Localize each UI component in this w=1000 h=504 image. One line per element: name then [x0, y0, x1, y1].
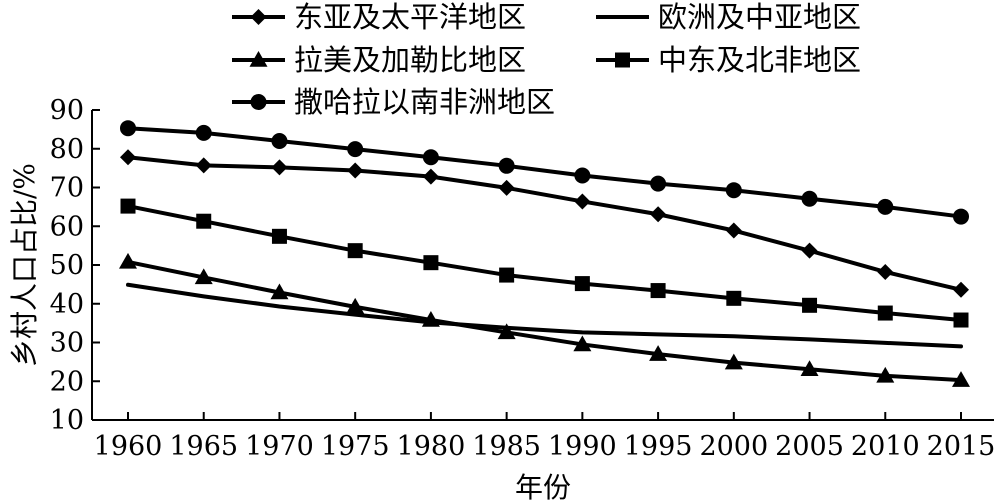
x-axis-title: 年份 [515, 471, 571, 504]
data-point [120, 198, 136, 214]
data-point [953, 208, 969, 225]
data-point [346, 297, 365, 314]
series-layer [119, 120, 970, 387]
data-point [802, 297, 818, 313]
legend-label: 欧洲及中亚地区 [658, 0, 861, 34]
data-point [271, 159, 288, 176]
data-point [119, 252, 137, 269]
series-east-asia-pacific [120, 149, 969, 298]
legend-label: 拉美及加勒比地区 [294, 43, 526, 77]
series-middle-east-north-africa [120, 198, 969, 328]
series-europe-central-asia [126, 282, 963, 349]
data-point [801, 242, 818, 259]
data-point [801, 190, 818, 207]
y-tick-label: 30 [50, 328, 84, 359]
x-tick-label: 2015 [927, 431, 996, 462]
data-point [574, 193, 591, 210]
series-line [126, 155, 963, 292]
series-sub-saharan-africa [120, 120, 969, 225]
series-line [126, 282, 963, 349]
data-point [347, 141, 364, 158]
x-tick-label: 2000 [699, 431, 768, 462]
data-point [877, 263, 894, 280]
data-point [499, 267, 515, 283]
data-point [498, 179, 515, 196]
y-tick-label: 10 [50, 405, 84, 436]
data-point [195, 157, 212, 174]
data-point [574, 167, 591, 184]
data-point [649, 345, 668, 361]
y-tick-label: 90 [50, 95, 84, 126]
legend-item-latin-america-caribbean: 拉美及加勒比地区 [232, 43, 526, 77]
data-point [650, 206, 667, 223]
data-point [650, 283, 666, 299]
data-point [270, 283, 289, 300]
data-point [800, 360, 819, 376]
y-tick-label: 40 [50, 289, 84, 320]
legend-marker [249, 51, 268, 67]
legend-label: 中东及北非地区 [658, 43, 861, 77]
y-axis-title: 乡村人口占比/% [8, 163, 41, 367]
data-point [423, 255, 439, 271]
series-line [126, 259, 963, 383]
data-point [196, 213, 212, 229]
data-point [347, 162, 364, 179]
legend-item-sub-saharan-africa: 撒哈拉以南非洲地区 [232, 85, 555, 119]
data-point [498, 157, 515, 174]
x-tick-label: 1965 [169, 431, 238, 462]
series-line [126, 204, 963, 323]
x-tick-label: 1960 [94, 431, 163, 462]
data-point [347, 243, 363, 259]
legend-label: 东亚及太平洋地区 [294, 0, 526, 34]
legend-marker [615, 52, 630, 68]
x-tick-label: 1990 [548, 431, 617, 462]
x-tick-label: 1970 [245, 431, 314, 462]
data-point [725, 182, 742, 199]
y-tick-label: 20 [50, 366, 84, 397]
data-point [877, 198, 894, 215]
y-tick-label: 70 [50, 173, 84, 204]
data-point [120, 120, 136, 137]
legend-marker [250, 9, 267, 25]
data-point [650, 175, 667, 192]
data-point [876, 366, 895, 383]
data-point [195, 124, 212, 141]
data-point [574, 276, 590, 292]
legend-marker [250, 94, 267, 110]
y-tick-label: 50 [50, 250, 84, 281]
x-tick-label: 2010 [851, 431, 920, 462]
data-point [724, 353, 743, 370]
data-point [421, 311, 440, 327]
data-point [953, 281, 969, 298]
x-tick-label: 1975 [321, 431, 390, 462]
data-point [952, 371, 970, 387]
data-point [422, 168, 439, 185]
series-line [126, 126, 963, 219]
x-tick-label: 1980 [397, 431, 466, 462]
data-point [953, 312, 969, 328]
series-latin-america-caribbean [119, 252, 970, 387]
data-point [271, 228, 287, 244]
data-point [573, 335, 592, 352]
x-tick-label: 1985 [472, 431, 541, 462]
y-tick-label: 80 [50, 134, 84, 165]
data-point [725, 222, 742, 239]
data-point [194, 268, 213, 285]
legend-label: 撒哈拉以南非洲地区 [294, 85, 555, 119]
x-tick-label: 1995 [624, 431, 693, 462]
y-tick-label: 60 [50, 211, 84, 242]
x-tick-label: 2005 [775, 431, 844, 462]
legend-item-europe-central-asia: 欧洲及中亚地区 [596, 0, 861, 34]
data-point [271, 133, 288, 149]
data-point [120, 149, 136, 166]
legend-item-middle-east-north-africa: 中东及北非地区 [596, 43, 861, 77]
legend-item-east-asia-pacific: 东亚及太平洋地区 [232, 0, 526, 34]
data-point [497, 323, 516, 340]
data-point [726, 290, 742, 306]
data-point [877, 305, 893, 321]
data-point [422, 149, 439, 166]
